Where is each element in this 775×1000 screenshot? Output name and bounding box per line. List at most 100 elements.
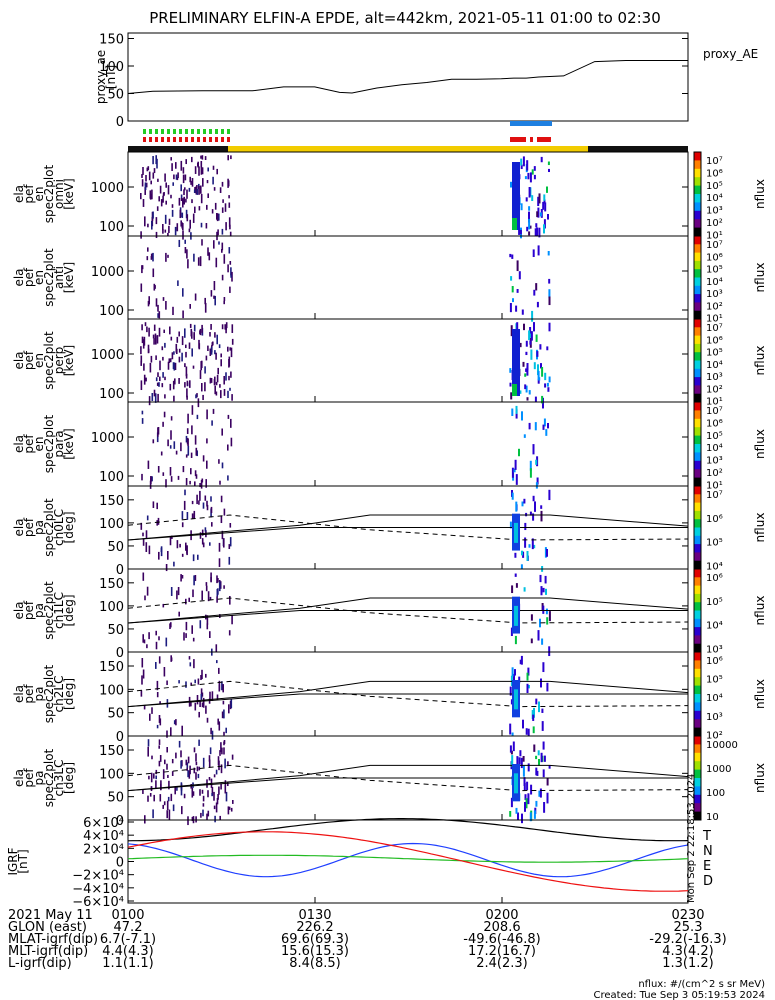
colorbar-label-text: nflux: [753, 763, 767, 793]
spectrogram-pixel: [229, 347, 231, 351]
spectrogram-pixel: [205, 479, 207, 488]
spectrogram-pixel: [190, 180, 192, 185]
spectrogram-pixel: [213, 281, 216, 291]
spectrogram-pixel: [511, 585, 514, 594]
spectrogram-pixel: [217, 229, 219, 236]
spectrogram-pixel: [526, 672, 529, 681]
spectrogram-pixel: [212, 408, 215, 414]
spectrogram-pixel: [170, 727, 172, 736]
spectrogram-pixel: [526, 366, 529, 376]
colorbar-segment: [694, 761, 701, 771]
spectrogram-pixel: [200, 193, 203, 204]
spectrogram-pixel: [546, 346, 549, 351]
spectrogram-pixel: [181, 352, 183, 362]
spectrogram-pixel: [165, 301, 167, 310]
spectrogram-pixel: [147, 344, 150, 354]
spectrogram-pixel: [171, 204, 174, 208]
spectrogram-pixel: [197, 162, 199, 167]
spectrogram-pixel: [162, 804, 164, 809]
spectrogram-pixel: [210, 324, 212, 330]
spectrogram-pixel: [186, 249, 188, 259]
spectrogram-pixel: [184, 489, 186, 496]
spectrogram-pixel: [208, 698, 211, 704]
spectrogram-pixel: [149, 362, 152, 373]
spectrogram-pixel: [514, 635, 517, 645]
y-axis-label-line: en: [32, 270, 46, 285]
spectrogram-pixel: [147, 739, 150, 747]
spectrogram-pixel: [198, 339, 200, 349]
spectrogram-pixel: [216, 798, 219, 805]
spectrogram-pixel: [152, 809, 154, 819]
spectrogram-pixel: [520, 655, 523, 665]
spectrogram-pixel: [172, 306, 174, 316]
spectrogram-pixel: [547, 251, 550, 256]
spectrogram-pixel: [221, 228, 224, 235]
spectrogram-pixel: [220, 359, 222, 367]
colorbar-tick-label: 10²: [706, 218, 723, 229]
spectrogram-pixel: [534, 501, 536, 512]
spectrogram-pixel: [186, 189, 188, 199]
spectrogram-pixel: [209, 691, 211, 701]
spectrogram-pixel: [149, 480, 152, 489]
spectrogram-pixel: [165, 252, 167, 262]
colorbar-tick-label: 10¹: [706, 314, 723, 325]
spectrogram-pixel: [161, 346, 164, 351]
spectrogram-pixel: [223, 585, 225, 589]
spectrogram-pixel: [212, 176, 214, 185]
spectrogram-pixel: [143, 363, 145, 371]
spectrogram-pixel: [206, 180, 209, 184]
colorbar-segment: [694, 610, 701, 620]
panel-frame: [127, 235, 689, 320]
spectrogram-pixel: [522, 765, 525, 777]
spectrogram-pixel: [225, 322, 228, 329]
spectrogram-pixel: [197, 773, 200, 779]
spectrogram-pixel: [167, 361, 170, 370]
spectrogram-pixel: [180, 184, 182, 192]
spectrogram-pixel: [193, 659, 195, 669]
spectrogram-pixel: [200, 161, 203, 168]
colorbar-segment: [694, 803, 701, 813]
spectrogram-pixel: [205, 582, 208, 586]
antiloss-cone-line: [127, 514, 689, 541]
colorbar-segment: [694, 252, 701, 262]
spectrogram-pixel: [181, 575, 184, 579]
spectrogram-pixel: [211, 787, 214, 796]
spectrogram-pixel: [217, 718, 219, 725]
spectrogram-pixel: [218, 680, 221, 690]
spectrogram-pixel: [159, 794, 162, 802]
spectrogram-pixel: [162, 297, 165, 301]
x-tick-value: 25.3: [674, 920, 703, 935]
spectrogram-pixel: [197, 398, 200, 408]
colorbar-segment: [694, 210, 701, 220]
spectrogram-pixel: [194, 702, 197, 711]
spectrogram-pixel: [522, 719, 524, 729]
spectrogram-pixel: [201, 360, 203, 369]
spectrogram-pixel: [533, 707, 535, 718]
spectrogram-pixel: [159, 376, 161, 382]
spectrogram-pixel: [204, 302, 207, 313]
colorbar-segment: [694, 652, 701, 661]
spectrogram-pixel: [529, 812, 532, 822]
colorbar-tick-label: 10: [706, 812, 719, 823]
spectrogram-pixel: [151, 755, 153, 760]
spectrogram-pixel: [169, 383, 172, 391]
fgm-indicator-green: [179, 129, 182, 134]
spectrogram-pixel: [143, 374, 146, 385]
fgm-indicator-green: [197, 129, 200, 134]
spectrogram-pixel: [548, 289, 551, 299]
spectrogram-pixel: [229, 596, 231, 605]
spectrogram-pixel: [537, 630, 540, 641]
spectrogram-pixel: [217, 588, 219, 595]
spectrogram-pixel: [230, 155, 232, 160]
epd-indicator-red: [227, 137, 230, 142]
spectrogram-pixel: [538, 227, 541, 238]
spectrogram-pixel: [173, 174, 175, 180]
spectrogram-pixel: [146, 326, 148, 333]
spectrogram-pixel: [520, 203, 523, 211]
spectrogram-pixel: [142, 538, 145, 546]
spectrogram-pixel: [159, 185, 162, 194]
spectrogram-pixel: [194, 481, 196, 486]
